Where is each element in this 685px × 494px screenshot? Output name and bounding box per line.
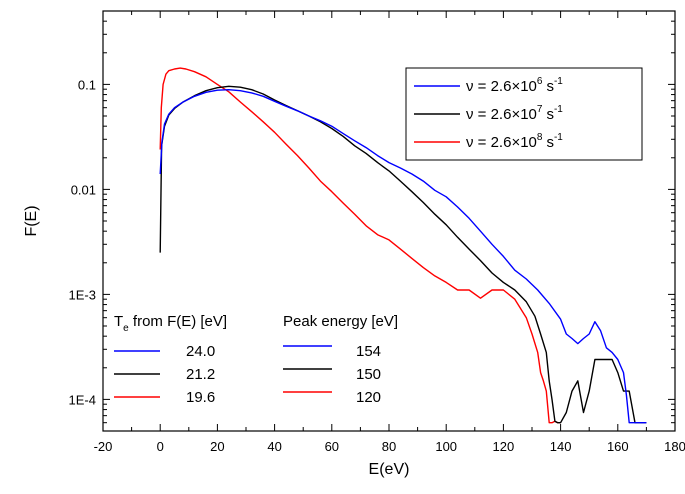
te-value-2: 19.6: [186, 389, 215, 406]
x-tick-label: 120: [493, 439, 515, 454]
legend-nu-unit: s: [546, 106, 554, 123]
series-layer: [159, 67, 647, 424]
te-value-0: 24.0: [186, 343, 215, 360]
y-tick-label: 1E-3: [69, 287, 96, 302]
series-line-2: [159, 67, 561, 424]
series-line-0: [159, 89, 647, 424]
x-tick-label: 20: [210, 439, 224, 454]
peak-value-1: 150: [356, 366, 381, 383]
legend-nu-exp: 8: [537, 132, 543, 143]
te-value-1: 21.2: [186, 366, 215, 383]
te-header-suffix: from F(E) [eV]: [129, 313, 227, 330]
legend-nu-prefix: ν = 2.6×10: [466, 106, 537, 123]
x-tick-label: -20: [94, 439, 113, 454]
series-line-1: [159, 85, 647, 424]
x-tick-label: 40: [267, 439, 281, 454]
y-tick-label: 1E-4: [69, 392, 96, 407]
peak-legend-header: Peak energy [eV]: [283, 313, 398, 330]
x-tick-label: 160: [607, 439, 629, 454]
peak-value-2: 120: [356, 389, 381, 406]
legend-nu-unit: s: [546, 134, 554, 151]
legend-nu-unit: s: [546, 78, 554, 95]
legend-nu-exp: 6: [537, 76, 543, 87]
y-tick-label: 0.01: [71, 182, 96, 197]
legend-nu-prefix: ν = 2.6×10: [466, 134, 537, 151]
x-tick-label: 0: [157, 439, 164, 454]
legend-nu-exp: 7: [537, 104, 543, 115]
legend-nu-prefix: ν = 2.6×10: [466, 78, 537, 95]
x-tick-label: 180: [664, 439, 685, 454]
x-axis-title: E(eV): [369, 461, 410, 478]
legend-nu-unit-exp: -1: [554, 132, 563, 143]
legend-label-1: ν = 2.6×107 s-1: [466, 104, 563, 123]
te-subscript: e: [123, 323, 129, 334]
legend-label-2: ν = 2.6×108 s-1: [466, 132, 563, 151]
legend-layer: ν = 2.6×106 s-1ν = 2.6×107 s-1ν = 2.6×108 s…: [114, 67, 643, 406]
te-symbol: T: [114, 313, 123, 330]
legend-label-0: ν = 2.6×106 s-1: [466, 76, 563, 95]
x-tick-label: 60: [325, 439, 339, 454]
y-tick-label: 0.1: [78, 77, 96, 92]
legend-nu-unit-exp: -1: [554, 104, 563, 115]
peak-value-0: 154: [356, 343, 381, 360]
tick-layer: -20 0 20 40 60 80 100 120 140 160 180 1E-4 1E-3 0.01 0…: [23, 11, 685, 478]
x-tick-label: 100: [435, 439, 457, 454]
legend-nu-unit-exp: -1: [554, 76, 563, 87]
y-axis-title: F(E): [23, 205, 40, 236]
te-legend-header: Te from F(E) [eV]: [114, 313, 227, 334]
x-tick-label: 140: [550, 439, 572, 454]
x-tick-label: 80: [382, 439, 396, 454]
